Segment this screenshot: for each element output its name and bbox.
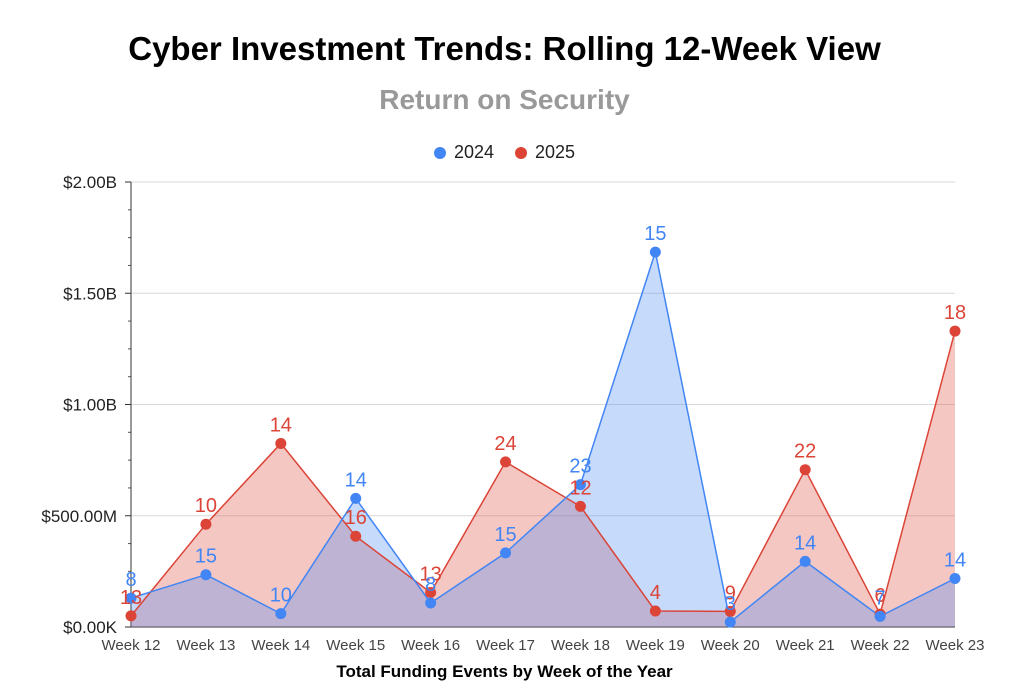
x-tick-label-week-18: Week 18: [551, 637, 610, 654]
legend-item-2024[interactable]: 2024: [433, 142, 494, 163]
point-2025-week-16: [425, 587, 437, 599]
legend-swatch-2024: [433, 146, 446, 159]
data-label-2025-week-15: 16: [345, 507, 367, 529]
point-2024-week-18: [574, 479, 586, 491]
data-label-2024-week-18: 23: [569, 456, 591, 478]
data-label-2024-week-12: 8: [125, 569, 136, 591]
point-2024-week-16: [425, 597, 437, 609]
point-2024-week-14: [275, 608, 287, 620]
data-label-2025-week-21: 22: [794, 441, 816, 463]
point-2024-week-20: [724, 616, 736, 628]
legend-label-2025: 2025: [535, 142, 576, 162]
y-tick-label-4: $2.00B: [63, 173, 117, 192]
point-2025-week-18: [574, 500, 586, 512]
point-2025-week-17: [500, 456, 512, 468]
data-label-2024-week-13: 15: [195, 546, 217, 568]
data-label-2024-week-23: 14: [944, 549, 966, 571]
x-tick-label-week-15: Week 15: [326, 637, 385, 654]
data-label-2025-week-19: 4: [650, 582, 661, 604]
legend-label-2024: 2024: [453, 142, 494, 162]
x-tick-label-week-23: Week 23: [926, 637, 985, 654]
data-label-2025-week-22: 6: [875, 585, 886, 607]
line-2024: [130, 249, 956, 624]
legend-item-2025[interactable]: 2025: [515, 142, 575, 163]
legend-swatch-2025: [515, 146, 527, 159]
x-tick-label-week-21: Week 21: [776, 637, 835, 654]
data-label-2025-week-13: 10: [195, 495, 217, 517]
data-label-2024-week-19: 15: [644, 223, 666, 245]
area-2024: [131, 252, 955, 627]
data-label-2025-week-23: 18: [944, 302, 966, 324]
data-label-2025-week-12: 13: [120, 587, 142, 609]
data-label-2024-week-17: 15: [494, 524, 516, 546]
x-tick-label-week-20: Week 20: [701, 637, 760, 654]
x-tick-label-week-14: Week 14: [251, 637, 310, 654]
data-label-2024-week-20: 3: [725, 593, 736, 615]
y-tick-label-1: $500.00M: [41, 507, 117, 526]
y-tick-label-2: $1.00B: [63, 396, 117, 415]
x-tick-label-week-19: Week 19: [626, 637, 685, 654]
point-2024-week-12: [125, 592, 137, 604]
point-2024-week-21: [799, 555, 811, 567]
x-tick-label-week-16: Week 16: [401, 637, 460, 654]
data-label-2024-week-16: 8: [425, 574, 436, 596]
y-tick-label-0: $0.00K: [63, 618, 118, 637]
chart-subtitle: Return on Security: [379, 84, 630, 115]
point-2025-week-13: [200, 518, 212, 530]
chart-title: Cyber Investment Trends: Rolling 12-Week…: [128, 30, 881, 67]
data-label-2024-week-22: 7: [875, 587, 886, 609]
point-2025-week-14: [275, 437, 287, 449]
point-2024-week-19: [649, 246, 661, 258]
point-2024-week-15: [350, 492, 362, 504]
area-2025: [131, 331, 955, 627]
data-label-2025-week-17: 24: [494, 433, 516, 455]
point-2024-week-13: [200, 569, 212, 581]
data-label-2025-week-20: 9: [725, 582, 736, 604]
point-2025-week-12: [125, 610, 137, 622]
point-2025-week-23: [949, 325, 961, 337]
data-label-2025-week-16: 13: [420, 564, 442, 586]
legend: 2024 2025: [0, 142, 1009, 164]
line-2025: [130, 330, 956, 617]
x-tick-label-week-22: Week 22: [851, 637, 910, 654]
data-label-2025-week-18: 12: [569, 477, 591, 499]
point-2024-week-17: [500, 547, 512, 559]
point-2024-week-22: [874, 610, 886, 622]
data-label-2024-week-14: 10: [270, 585, 292, 607]
data-label-2025-week-14: 14: [270, 414, 292, 436]
point-2025-week-20: [724, 605, 736, 617]
y-tick-label-3: $1.50B: [63, 284, 117, 303]
point-2025-week-15: [350, 530, 362, 542]
x-axis-title: Total Funding Events by Week of the Year: [336, 662, 673, 681]
x-tick-label-week-13: Week 13: [176, 637, 235, 654]
data-label-2024-week-15: 14: [345, 469, 367, 491]
data-label-2024-week-21: 14: [794, 532, 816, 554]
x-tick-label-week-17: Week 17: [476, 637, 535, 654]
x-tick-label-week-12: Week 12: [102, 637, 161, 654]
point-2025-week-21: [799, 464, 811, 476]
point-2025-week-19: [649, 605, 661, 617]
point-2024-week-23: [949, 572, 961, 584]
